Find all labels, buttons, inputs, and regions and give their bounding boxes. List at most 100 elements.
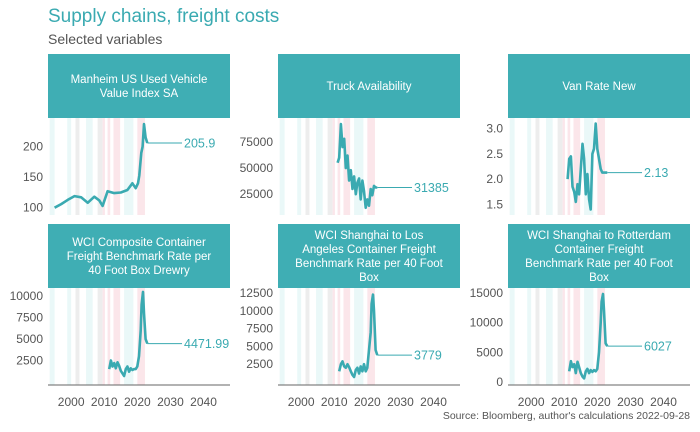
series-line xyxy=(53,122,149,209)
y-tick-label: 2.5 xyxy=(486,147,503,161)
y-tick-label: 7500 xyxy=(16,311,43,325)
y-tick-label: 2500 xyxy=(246,357,273,371)
shading-band xyxy=(86,288,93,385)
facet-panel-6: WCI Shanghai to Rotterdam Container Freig… xyxy=(470,224,690,409)
shading-band xyxy=(297,288,302,385)
facet-strip-label: WCI Shanghai to Rotterdam xyxy=(527,230,671,242)
facet-strip xyxy=(48,224,230,288)
facet-strip-label: Van Rate New xyxy=(562,81,636,93)
series-line xyxy=(567,292,609,380)
shading-band xyxy=(327,118,333,215)
y-tick-label: 12500 xyxy=(240,286,274,300)
facet-strip-label: Benchmark Rate per 40 Foot xyxy=(295,258,443,270)
y-tick-label: 2500 xyxy=(16,354,43,368)
shading-band xyxy=(297,118,302,215)
y-tick-label: 2.0 xyxy=(486,172,503,186)
shading-band xyxy=(107,288,111,385)
shading-band xyxy=(535,118,540,215)
facet-strip xyxy=(508,54,690,118)
facet-strip xyxy=(278,224,460,288)
facet-panel-4: WCI Composite Container Freight Benchmark… xyxy=(10,224,230,409)
shading-band xyxy=(102,288,105,385)
chart-title: Supply chains, freight costs xyxy=(48,6,280,27)
shading-band xyxy=(107,118,111,215)
shading-band xyxy=(332,288,335,385)
shading-band xyxy=(337,118,341,215)
shading-band xyxy=(562,118,565,215)
facet-strip-label: Angeles Container Freight xyxy=(302,244,436,256)
y-tick-label: 75000 xyxy=(240,135,274,149)
shading-band xyxy=(316,288,323,385)
facet-panel-1: Manheim US Used Vehicle Value Index SA 100… xyxy=(23,54,230,215)
shading-band xyxy=(67,118,72,215)
facet-panel-3: Van Rate New 1.5 2.0 2.5 3.0 2.13 xyxy=(486,54,690,215)
facet-strip-label: Manheim US Used Vehicle xyxy=(71,74,208,86)
shading-band xyxy=(124,288,134,385)
shading-band xyxy=(573,288,581,385)
shading-band xyxy=(367,118,375,215)
end-value-label: 31385 xyxy=(414,181,449,195)
y-tick-label: 3.0 xyxy=(486,122,503,136)
facet-panel-5: WCI Shanghai to Los Angeles Container Fre… xyxy=(240,224,460,409)
shading-band xyxy=(509,288,515,385)
shading-band xyxy=(546,118,553,215)
facet-strip-label: Value Index SA xyxy=(100,88,179,100)
end-value-label: 4471.99 xyxy=(184,337,229,351)
shading-band xyxy=(354,118,364,215)
x-tick-label: 2000 xyxy=(288,395,315,409)
shading-band xyxy=(509,118,515,215)
shading-band xyxy=(584,118,594,215)
shading-band xyxy=(567,288,571,385)
shading-band xyxy=(337,288,341,385)
end-value-label: 6027 xyxy=(644,340,672,354)
x-tick-label: 2010 xyxy=(321,395,348,409)
facet-strip-label: Benchmark Rate per 40 Foot xyxy=(525,258,673,270)
y-tick-label: 0 xyxy=(496,375,503,389)
chart-subtitle: Selected variables xyxy=(48,31,163,47)
shading-band xyxy=(557,118,563,215)
shading-band xyxy=(75,118,80,215)
y-tick-label: 25000 xyxy=(240,187,274,201)
shading-band xyxy=(102,118,105,215)
shading-band xyxy=(305,118,310,215)
x-tick-label: 2030 xyxy=(387,395,414,409)
series-line xyxy=(107,290,149,378)
shading-band xyxy=(279,118,285,215)
shading-band xyxy=(343,288,351,385)
series-line xyxy=(566,122,608,211)
shading-band xyxy=(327,288,333,385)
x-tick-label: 2040 xyxy=(420,395,447,409)
facet-strip-label: Container Freight xyxy=(555,244,645,256)
shading-band xyxy=(527,288,532,385)
shading-band xyxy=(546,288,553,385)
facet-strip xyxy=(508,224,690,288)
shading-band xyxy=(97,288,103,385)
x-tick-label: 2040 xyxy=(650,395,677,409)
end-value-label: 2.13 xyxy=(644,166,668,180)
shading-band xyxy=(584,288,594,385)
facet-strip-label: WCI Shanghai to Los xyxy=(315,230,424,242)
shading-band xyxy=(557,288,563,385)
y-tick-label: 50000 xyxy=(240,161,274,175)
x-tick-label: 2020 xyxy=(124,395,151,409)
shading-band xyxy=(97,118,103,215)
shading-band xyxy=(332,118,335,215)
y-tick-label: 10000 xyxy=(470,316,504,330)
y-tick-label: 100 xyxy=(23,201,43,215)
x-tick-label: 2000 xyxy=(58,395,85,409)
facet-strip-label: Box xyxy=(359,272,379,284)
shading-band xyxy=(67,288,72,385)
shading-band xyxy=(573,118,581,215)
series-line xyxy=(336,122,378,210)
x-tick-label: 2020 xyxy=(354,395,381,409)
y-tick-label: 150 xyxy=(23,170,43,184)
facet-strip xyxy=(48,54,230,118)
facet-strip xyxy=(278,54,460,118)
y-tick-label: 5000 xyxy=(476,345,503,359)
shading-band xyxy=(354,288,364,385)
y-tick-label: 1.5 xyxy=(486,197,503,211)
end-value-label: 3779 xyxy=(414,349,442,363)
y-tick-label: 15000 xyxy=(470,286,504,300)
shading-band xyxy=(113,118,121,215)
shading-band xyxy=(75,288,80,385)
